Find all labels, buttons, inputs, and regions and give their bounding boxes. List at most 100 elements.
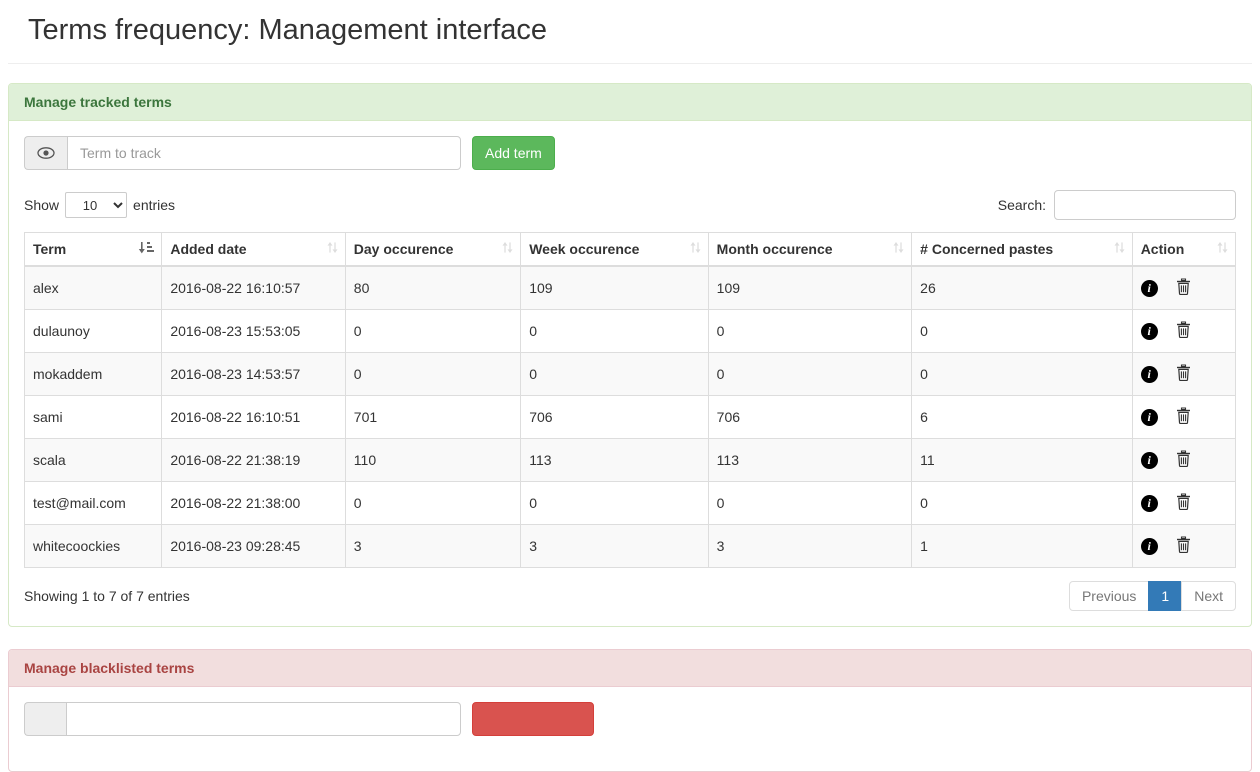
column-header-month-occurence[interactable]: Month occurence (707, 232, 913, 267)
blacklist-term-input[interactable] (66, 702, 461, 736)
cell-added-date: 2016-08-23 14:53:57 (161, 352, 346, 396)
cell-week: 3 (520, 524, 709, 568)
add-term-row: Add term (24, 136, 1236, 170)
table-row: test@mail.com 2016-08-22 21:38:00 0 0 0 … (23, 481, 1237, 525)
blacklist-add-row (24, 702, 1236, 736)
cell-month: 0 (707, 352, 913, 396)
blacklist-input-group (24, 702, 461, 736)
pagination-page-1-button[interactable]: 1 (1148, 581, 1183, 611)
cell-pastes: 6 (911, 395, 1133, 439)
entries-label: entries (133, 197, 176, 213)
eye-icon (24, 136, 67, 170)
trash-icon[interactable] (1176, 536, 1191, 556)
sort-both-icon (502, 241, 513, 257)
cell-pastes: 0 (911, 352, 1133, 396)
cell-day: 80 (344, 265, 522, 310)
cell-added-date: 2016-08-22 16:10:57 (161, 265, 346, 310)
add-term-button[interactable]: Add term (472, 136, 555, 170)
sort-both-icon (327, 241, 338, 257)
trash-icon[interactable] (1176, 407, 1191, 427)
info-icon[interactable]: i (1140, 451, 1158, 469)
sort-both-icon (893, 241, 904, 257)
cell-week: 0 (520, 309, 709, 353)
trash-icon[interactable] (1176, 278, 1191, 298)
trash-icon[interactable] (1176, 450, 1191, 470)
cell-pastes: 0 (911, 481, 1133, 525)
page: Terms frequency: Management interface Ma… (0, 14, 1260, 772)
pagination-next-button[interactable]: Next (1181, 581, 1236, 611)
table-row: sami 2016-08-22 16:10:51 701 706 706 6 i (23, 395, 1237, 439)
column-header-added-date[interactable]: Added date (161, 232, 346, 267)
cell-week: 0 (520, 481, 709, 525)
cell-month: 0 (707, 309, 913, 353)
cell-month: 113 (707, 438, 913, 482)
term-input-group (24, 136, 461, 170)
column-header-concerned-pastes[interactable]: # Concerned pastes (911, 232, 1133, 267)
blacklisted-terms-panel: Manage blacklisted terms (8, 649, 1252, 772)
cell-action: i (1131, 438, 1237, 482)
info-icon[interactable]: i (1140, 322, 1158, 340)
blacklist-addon-icon (24, 702, 66, 736)
cell-month: 109 (707, 265, 913, 310)
cell-added-date: 2016-08-23 15:53:05 (161, 309, 346, 353)
info-icon[interactable]: i (1140, 365, 1158, 383)
cell-term: mokaddem (23, 352, 163, 396)
cell-added-date: 2016-08-22 16:10:51 (161, 395, 346, 439)
cell-pastes: 11 (911, 438, 1133, 482)
search-control: Search: (998, 190, 1236, 220)
cell-term: alex (23, 265, 163, 310)
cell-action: i (1131, 309, 1237, 353)
term-to-track-input[interactable] (67, 136, 461, 170)
column-header-action[interactable]: Action (1131, 232, 1237, 267)
trash-icon[interactable] (1176, 493, 1191, 513)
cell-term: test@mail.com (23, 481, 163, 525)
table-row: dulaunoy 2016-08-23 15:53:05 0 0 0 0 i (23, 309, 1237, 353)
trash-icon[interactable] (1176, 321, 1191, 341)
table-row: scala 2016-08-22 21:38:19 110 113 113 11… (23, 438, 1237, 482)
trash-icon[interactable] (1176, 364, 1191, 384)
cell-day: 0 (344, 352, 522, 396)
cell-action: i (1131, 265, 1237, 310)
cell-pastes: 0 (911, 309, 1133, 353)
cell-added-date: 2016-08-23 09:28:45 (161, 524, 346, 568)
pagination-previous-button[interactable]: Previous (1068, 581, 1150, 611)
pagination: Previous 1 Next (1068, 581, 1236, 611)
cell-week: 113 (520, 438, 709, 482)
cell-added-date: 2016-08-22 21:38:00 (161, 481, 346, 525)
blacklist-add-button[interactable] (472, 702, 594, 736)
table-footer: Showing 1 to 7 of 7 entries Previous 1 N… (24, 581, 1236, 611)
cell-action: i (1131, 481, 1237, 525)
info-icon[interactable]: i (1140, 279, 1158, 297)
cell-month: 0 (707, 481, 913, 525)
sort-both-icon (1114, 241, 1125, 257)
table-controls: Show 10 entries Search: (24, 190, 1236, 220)
column-header-day-occurence[interactable]: Day occurence (344, 232, 522, 267)
cell-week: 706 (520, 395, 709, 439)
table-row: alex 2016-08-22 16:10:57 80 109 109 26 i (23, 265, 1237, 310)
column-header-term[interactable]: Term (23, 232, 163, 267)
title-divider (8, 63, 1252, 64)
info-icon[interactable]: i (1140, 408, 1158, 426)
info-icon[interactable]: i (1140, 537, 1158, 555)
page-length-select[interactable]: 10 (65, 192, 128, 218)
table-row: whitecoockies 2016-08-23 09:28:45 3 3 3 … (23, 524, 1237, 568)
show-label: Show (24, 197, 60, 213)
table-header-row: Term Added date Day occure (23, 232, 1237, 267)
page-length-control: Show 10 entries (24, 192, 175, 218)
tracked-terms-table: Term Added date Day occure (23, 232, 1237, 568)
tracked-terms-panel: Manage tracked terms Add term Show 10 (8, 83, 1252, 627)
cell-day: 0 (344, 481, 522, 525)
search-label: Search: (997, 197, 1046, 213)
sort-both-icon (1217, 241, 1228, 257)
info-icon[interactable]: i (1140, 494, 1158, 512)
cell-pastes: 26 (911, 265, 1133, 310)
cell-day: 0 (344, 309, 522, 353)
table-search-input[interactable] (1054, 190, 1236, 220)
cell-month: 3 (707, 524, 913, 568)
table-info: Showing 1 to 7 of 7 entries (24, 588, 190, 604)
cell-term: dulaunoy (23, 309, 163, 353)
sort-both-icon (690, 241, 701, 257)
blacklisted-terms-panel-body (9, 687, 1251, 771)
column-header-week-occurence[interactable]: Week occurence (520, 232, 709, 267)
cell-day: 3 (344, 524, 522, 568)
